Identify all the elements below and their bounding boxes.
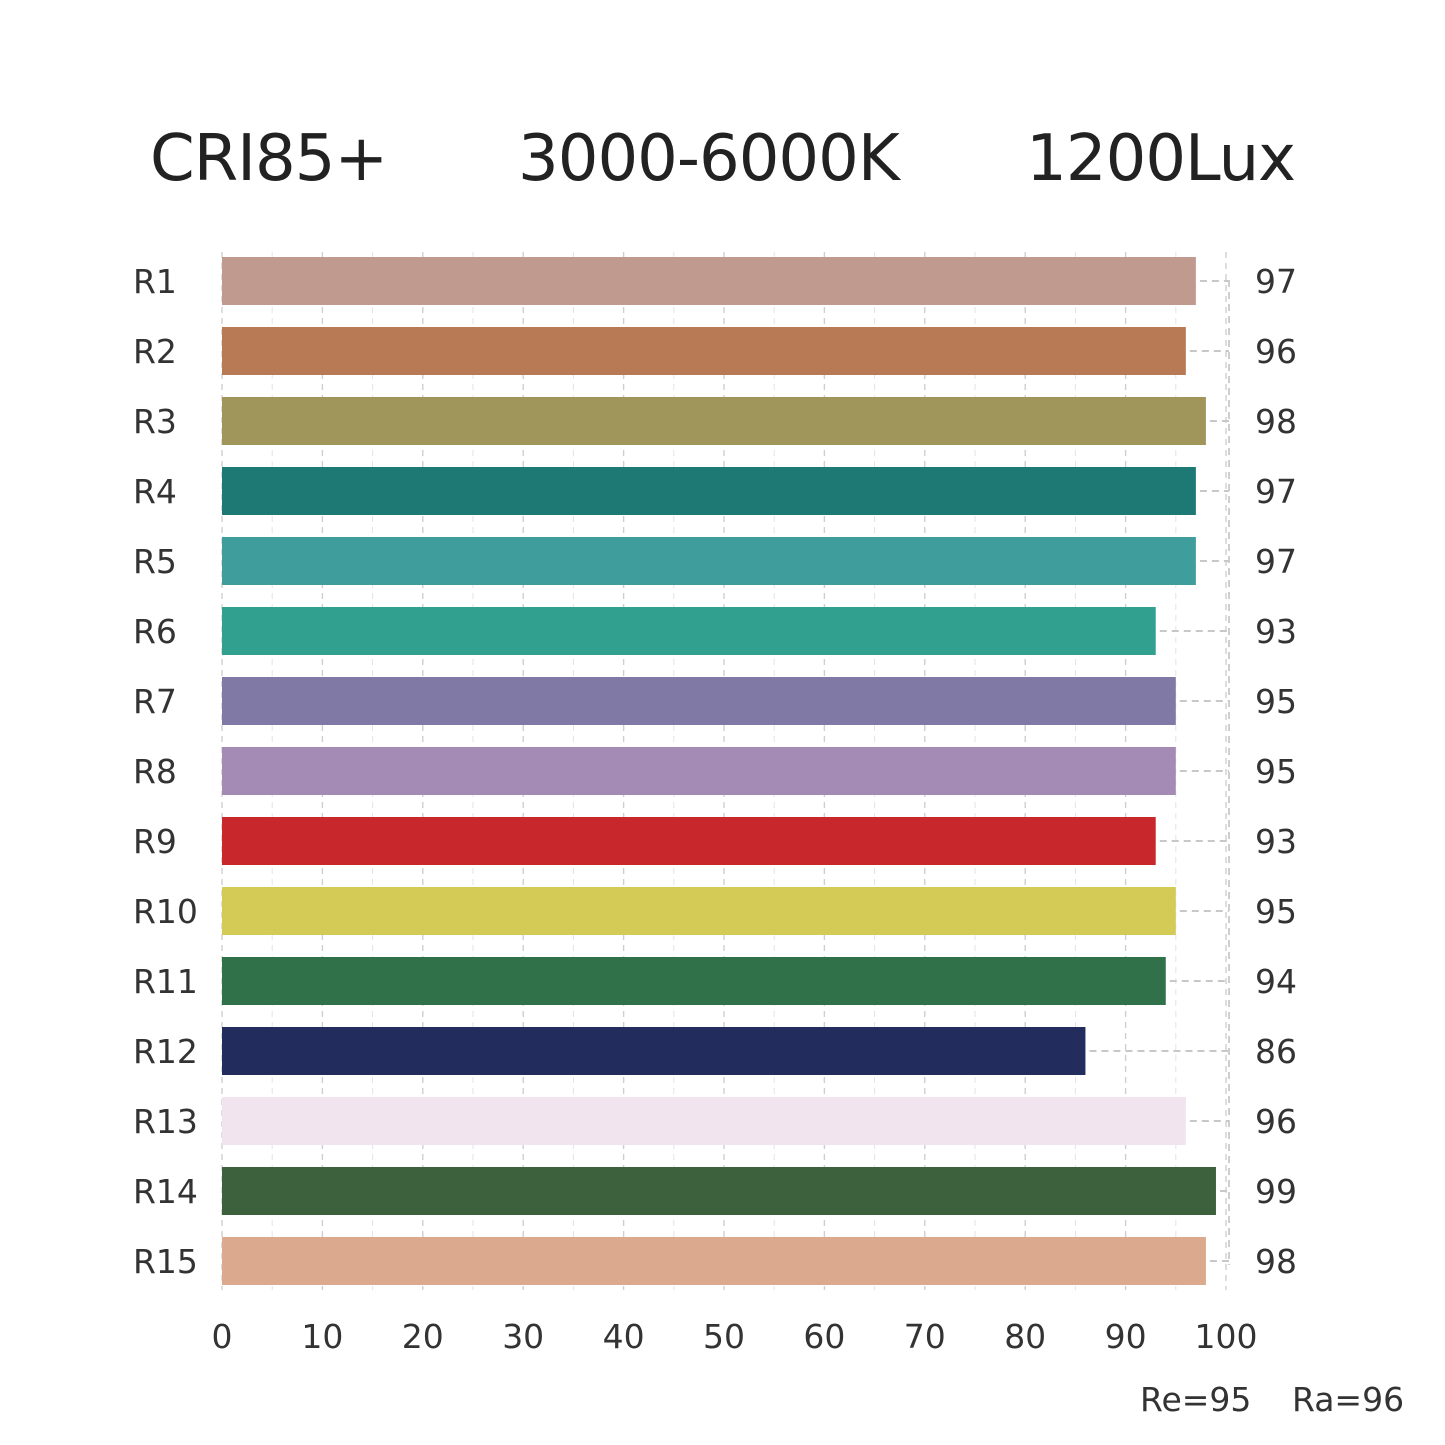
bar-r14 (222, 1167, 1216, 1215)
bar-r15 (222, 1237, 1206, 1285)
bar-r1 (222, 257, 1196, 305)
category-label: R15 (133, 1242, 198, 1281)
x-tick-label: 0 (212, 1317, 233, 1356)
value-label: 99 (1255, 1172, 1297, 1211)
bar-r12 (222, 1027, 1086, 1075)
category-label: R6 (133, 612, 177, 651)
bar-r5 (222, 537, 1196, 585)
leader-lines-layer (1089, 280, 1230, 1265)
value-label: 95 (1255, 752, 1297, 791)
x-tick-label: 80 (1004, 1317, 1046, 1356)
x-axis-ticks-layer: 0 10 20 30 40 50 60 70 80 90 100 (212, 1317, 1258, 1356)
category-labels-layer: R1 R2 R3 R4 R5 R6 R7 R8 R9 R10 R11 R12 R13 R14 R15 (133, 262, 198, 1281)
category-label: R14 (133, 1172, 198, 1211)
color-temperature-spec: 3000-6000K (518, 122, 900, 196)
cri-spec: CRI85+ (150, 122, 388, 196)
value-label: 98 (1255, 1242, 1297, 1281)
bar-r6 (222, 607, 1156, 655)
x-tick-label: 40 (603, 1317, 645, 1356)
bar-r2 (222, 327, 1186, 375)
value-label: 93 (1255, 612, 1297, 651)
category-label: R4 (133, 472, 177, 511)
chart-footer: Re=95 Ra=96 (0, 1380, 1445, 1430)
value-label: 95 (1255, 682, 1297, 721)
category-label: R12 (133, 1032, 198, 1071)
x-tick-label: 30 (502, 1317, 544, 1356)
value-label: 97 (1255, 542, 1297, 581)
x-tick-label: 50 (703, 1317, 745, 1356)
category-label: R3 (133, 402, 177, 441)
value-label: 98 (1255, 402, 1297, 441)
x-tick-label: 10 (301, 1317, 343, 1356)
illuminance-spec: 1200Lux (1026, 122, 1296, 196)
bars-layer (222, 257, 1216, 1285)
bar-r7 (222, 677, 1176, 725)
bar-r9 (222, 817, 1156, 865)
category-label: R9 (133, 822, 177, 861)
category-label: R10 (133, 892, 198, 931)
value-label: 97 (1255, 472, 1297, 511)
bar-r8 (222, 747, 1176, 795)
bar-r3 (222, 397, 1206, 445)
category-label: R5 (133, 542, 177, 581)
x-tick-label: 100 (1195, 1317, 1258, 1356)
value-label: 97 (1255, 262, 1297, 301)
x-tick-label: 90 (1105, 1317, 1147, 1356)
category-label: R13 (133, 1102, 198, 1141)
bar-r13 (222, 1097, 1186, 1145)
x-tick-label: 60 (803, 1317, 845, 1356)
category-label: R1 (133, 262, 177, 301)
value-labels-layer: 97 96 98 97 97 93 95 95 93 95 94 86 96 99 98 (1255, 262, 1297, 1281)
bar-r4 (222, 467, 1196, 515)
value-label: 96 (1255, 332, 1297, 371)
bar-r10 (222, 887, 1176, 935)
value-label: 94 (1255, 962, 1297, 1001)
category-label: R11 (133, 962, 198, 1001)
x-tick-label: 20 (402, 1317, 444, 1356)
category-label: R2 (133, 332, 177, 371)
category-label: R7 (133, 682, 177, 721)
ra-index: Ra=96 (1292, 1380, 1405, 1419)
bar-r11 (222, 957, 1166, 1005)
category-label: R8 (133, 752, 177, 791)
value-label: 95 (1255, 892, 1297, 931)
value-label: 96 (1255, 1102, 1297, 1141)
chart-header: CRI85+ 3000-6000K 1200Lux (0, 122, 1445, 212)
value-label: 93 (1255, 822, 1297, 861)
x-tick-label: 70 (904, 1317, 946, 1356)
value-label: 86 (1255, 1032, 1297, 1071)
re-index: Re=95 (1140, 1380, 1252, 1419)
